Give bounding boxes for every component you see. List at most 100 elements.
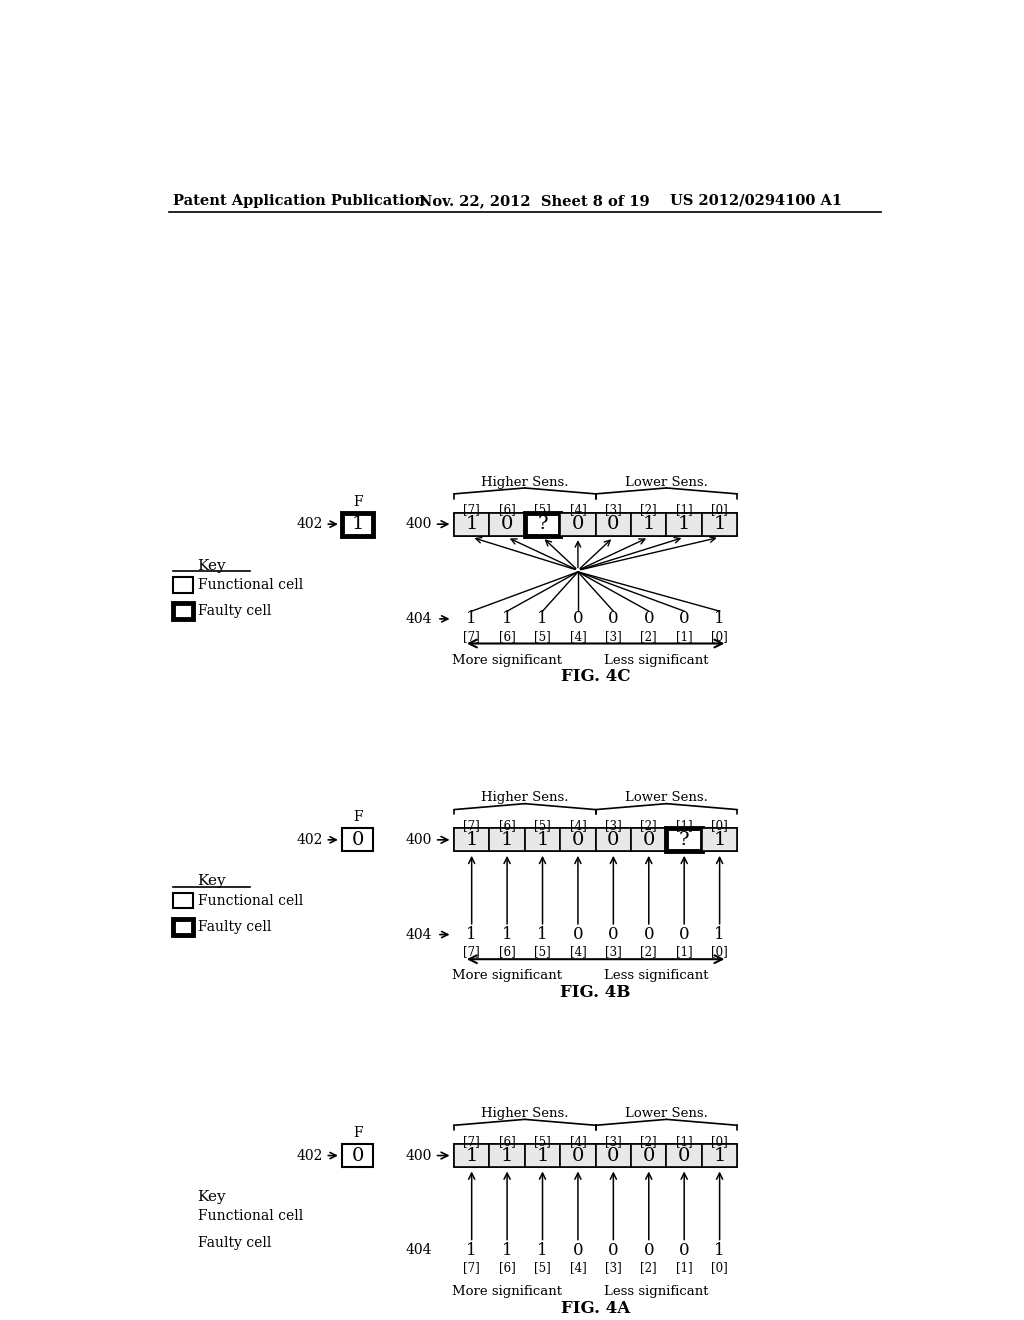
Text: Patent Application Publication: Patent Application Publication bbox=[173, 194, 425, 207]
Text: [5]: [5] bbox=[535, 503, 551, 516]
Bar bbox=[667, 512, 701, 536]
Bar bbox=[173, 603, 193, 619]
Text: [7]: [7] bbox=[463, 818, 480, 832]
Bar bbox=[524, 1144, 560, 1167]
Bar bbox=[701, 512, 737, 536]
Text: F: F bbox=[353, 495, 362, 508]
Text: [7]: [7] bbox=[463, 503, 480, 516]
Text: [7]: [7] bbox=[463, 630, 480, 643]
Text: Higher Sens.: Higher Sens. bbox=[481, 475, 568, 488]
Text: [4]: [4] bbox=[569, 945, 587, 958]
Text: [2]: [2] bbox=[640, 503, 657, 516]
Bar bbox=[454, 829, 489, 851]
Text: [6]: [6] bbox=[499, 503, 515, 516]
Bar bbox=[454, 512, 737, 536]
Bar bbox=[173, 1209, 193, 1224]
Bar bbox=[631, 512, 667, 536]
Text: 0: 0 bbox=[643, 927, 654, 942]
Text: 1: 1 bbox=[501, 1147, 513, 1164]
Text: 0: 0 bbox=[643, 1242, 654, 1259]
Bar bbox=[631, 1144, 667, 1167]
Bar bbox=[173, 892, 193, 908]
Text: [0]: [0] bbox=[712, 818, 728, 832]
Bar bbox=[489, 512, 524, 536]
Text: More significant: More significant bbox=[452, 653, 562, 667]
Text: Less significant: Less significant bbox=[604, 969, 709, 982]
Text: [6]: [6] bbox=[499, 818, 515, 832]
Text: 1: 1 bbox=[714, 830, 726, 849]
Text: 1: 1 bbox=[466, 610, 477, 627]
Text: US 2012/0294100 A1: US 2012/0294100 A1 bbox=[670, 194, 842, 207]
Text: 1: 1 bbox=[715, 927, 725, 942]
Text: [7]: [7] bbox=[463, 1261, 480, 1274]
Bar bbox=[596, 512, 631, 536]
Text: [2]: [2] bbox=[640, 945, 657, 958]
Text: [6]: [6] bbox=[499, 945, 515, 958]
Text: Key: Key bbox=[197, 874, 225, 888]
Text: 0: 0 bbox=[678, 1147, 690, 1164]
Text: [3]: [3] bbox=[605, 503, 622, 516]
Text: 1: 1 bbox=[678, 515, 690, 533]
Text: [3]: [3] bbox=[605, 1135, 622, 1148]
Bar bbox=[596, 1144, 631, 1167]
Text: Faulty cell: Faulty cell bbox=[198, 1236, 271, 1250]
Text: 0: 0 bbox=[608, 610, 618, 627]
Text: [2]: [2] bbox=[640, 1261, 657, 1274]
Text: Functional cell: Functional cell bbox=[198, 578, 303, 591]
Text: 0: 0 bbox=[608, 1242, 618, 1259]
Text: [7]: [7] bbox=[463, 945, 480, 958]
Text: 0: 0 bbox=[571, 1147, 584, 1164]
Text: 1: 1 bbox=[714, 515, 726, 533]
Text: [4]: [4] bbox=[569, 818, 587, 832]
Text: [4]: [4] bbox=[569, 1135, 587, 1148]
Text: FIG. 4A: FIG. 4A bbox=[561, 1299, 630, 1316]
Text: Less significant: Less significant bbox=[604, 653, 709, 667]
Text: 1: 1 bbox=[466, 1147, 478, 1164]
Text: 1: 1 bbox=[351, 515, 364, 533]
Text: [1]: [1] bbox=[676, 818, 692, 832]
Text: [5]: [5] bbox=[535, 945, 551, 958]
Text: 1: 1 bbox=[537, 830, 549, 849]
Text: 1: 1 bbox=[466, 927, 477, 942]
Bar bbox=[454, 1144, 737, 1167]
Text: [4]: [4] bbox=[569, 1261, 587, 1274]
Text: Lower Sens.: Lower Sens. bbox=[625, 792, 708, 804]
Text: FIG. 4C: FIG. 4C bbox=[561, 668, 631, 685]
Text: 1: 1 bbox=[643, 515, 655, 533]
Text: 0: 0 bbox=[607, 1147, 620, 1164]
Text: [2]: [2] bbox=[640, 818, 657, 832]
Text: Functional cell: Functional cell bbox=[198, 1209, 303, 1224]
Text: Lower Sens.: Lower Sens. bbox=[625, 1107, 708, 1121]
Text: Key: Key bbox=[197, 558, 225, 573]
Text: 0: 0 bbox=[607, 515, 620, 533]
Text: Functional cell: Functional cell bbox=[198, 894, 303, 908]
Text: [1]: [1] bbox=[676, 503, 692, 516]
Text: 1: 1 bbox=[501, 830, 513, 849]
Bar bbox=[524, 829, 560, 851]
Text: F: F bbox=[353, 810, 362, 825]
Bar bbox=[342, 1144, 373, 1167]
Text: 1: 1 bbox=[502, 927, 512, 942]
Text: [1]: [1] bbox=[676, 945, 692, 958]
Text: 402: 402 bbox=[297, 833, 323, 847]
Text: 0: 0 bbox=[679, 1242, 689, 1259]
Text: [6]: [6] bbox=[499, 630, 515, 643]
Bar bbox=[342, 829, 373, 851]
Text: 400: 400 bbox=[407, 1148, 432, 1163]
Text: More significant: More significant bbox=[452, 1284, 562, 1298]
Text: [0]: [0] bbox=[712, 1135, 728, 1148]
Text: 1: 1 bbox=[466, 1242, 477, 1259]
Bar bbox=[596, 829, 631, 851]
Bar bbox=[701, 1144, 737, 1167]
Text: [0]: [0] bbox=[712, 945, 728, 958]
Text: 1: 1 bbox=[715, 610, 725, 627]
Text: 1: 1 bbox=[538, 610, 548, 627]
Text: 0: 0 bbox=[571, 830, 584, 849]
Text: 0: 0 bbox=[679, 927, 689, 942]
Bar bbox=[454, 512, 489, 536]
Text: F: F bbox=[353, 1126, 362, 1140]
Text: 402: 402 bbox=[297, 1148, 323, 1163]
Text: Faulty cell: Faulty cell bbox=[198, 605, 271, 618]
Text: 0: 0 bbox=[572, 1242, 584, 1259]
Bar bbox=[701, 829, 737, 851]
